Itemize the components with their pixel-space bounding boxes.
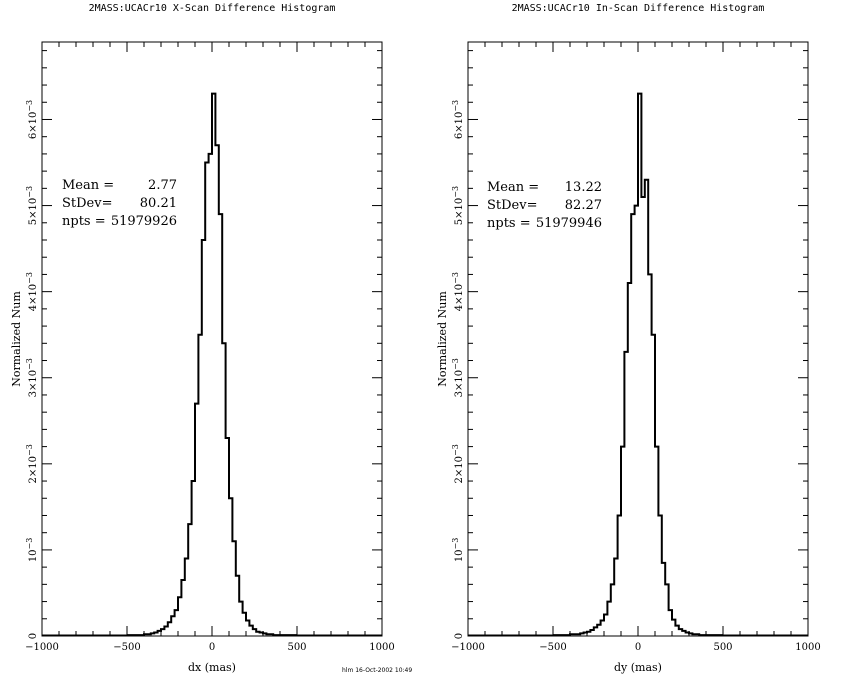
stat-value: 2.77 — [148, 178, 177, 193]
x-tick-label: 500 — [287, 642, 306, 653]
histogram-step-line — [553, 92, 723, 637]
x-tick-label: −1000 — [451, 642, 485, 653]
y-tick-label: 5×10−3 — [25, 186, 39, 225]
footer-timestamp: hlm 16-Oct-2002 10:49 — [342, 667, 412, 674]
y-tick-label: 6×10−3 — [25, 100, 39, 139]
x-tick-label: −500 — [539, 642, 566, 653]
histogram-step-line — [127, 92, 297, 637]
chart-title: 2MASS:UCACr10 In-Scan Difference Histogr… — [512, 3, 765, 14]
stat-value: 80.21 — [140, 196, 177, 211]
y-tick-label: 4×10−3 — [451, 272, 465, 311]
stat-value: 13.22 — [565, 180, 602, 195]
y-tick-label: 0 — [454, 633, 465, 639]
y-tick-label: 5×10−3 — [451, 186, 465, 225]
stat-value: 51979926 — [111, 214, 177, 229]
stat-value: 82.27 — [565, 198, 602, 213]
chart-title: 2MASS:UCACr10 X-Scan Difference Histogra… — [89, 3, 336, 14]
stat-label: Mean = — [487, 180, 539, 195]
y-tick-label: 6×10−3 — [451, 100, 465, 139]
stat-label: npts = — [62, 214, 106, 229]
histogram-panel-1: 2MASS:UCACr10 X-Scan Difference Histogra… — [10, 3, 395, 674]
x-tick-label: −500 — [113, 642, 140, 653]
stat-label: npts = — [487, 216, 531, 231]
x-tick-label: 0 — [209, 642, 215, 653]
y-tick-label: 10−3 — [25, 538, 39, 563]
histogram-panel-2: 2MASS:UCACr10 In-Scan Difference Histogr… — [436, 3, 821, 674]
y-tick-label: 3×10−3 — [25, 358, 39, 397]
y-tick-label: 10−3 — [451, 538, 465, 563]
y-axis-label: Normalized Num — [10, 291, 23, 387]
stat-label: StDev= — [487, 198, 537, 213]
x-axis-label: dy (mas) — [614, 661, 662, 674]
x-tick-label: 1000 — [369, 642, 394, 653]
y-tick-label: 2×10−3 — [451, 444, 465, 483]
x-tick-label: 1000 — [795, 642, 820, 653]
x-tick-label: −1000 — [25, 642, 59, 653]
stat-label: StDev= — [62, 196, 112, 211]
y-tick-label: 4×10−3 — [25, 272, 39, 311]
stat-label: Mean = — [62, 178, 114, 193]
y-axis-label: Normalized Num — [436, 291, 449, 387]
y-tick-label: 2×10−3 — [25, 444, 39, 483]
x-tick-label: 0 — [635, 642, 641, 653]
y-tick-label: 0 — [28, 633, 39, 639]
x-axis-label: dx (mas) — [188, 661, 236, 674]
stat-value: 51979946 — [536, 216, 602, 231]
y-tick-label: 3×10−3 — [451, 358, 465, 397]
x-tick-label: 500 — [713, 642, 732, 653]
